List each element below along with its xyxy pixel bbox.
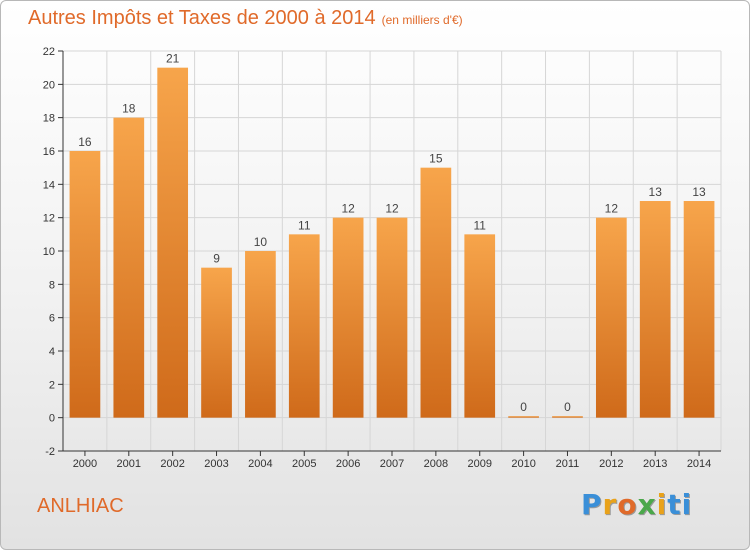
x-tick-label-2011: 2011 — [556, 458, 580, 470]
chart-title: Autres Impôts et Taxes de 2000 à 2014 (en… — [28, 7, 463, 30]
x-tick-label-2013: 2013 — [643, 458, 667, 470]
axes — [58, 50, 721, 456]
value-label-2011: 0 — [564, 400, 571, 414]
value-label-2000: 16 — [78, 135, 92, 149]
logo-letter-6: ti — [667, 488, 693, 521]
x-tick-label-2012: 2012 — [599, 458, 623, 470]
y-tick-label: 4 — [49, 346, 55, 358]
bar-2011 — [552, 416, 583, 418]
bar-2012 — [595, 217, 627, 418]
chart-title-text: Autres Impôts et Taxes de 2000 à 2014 — [28, 7, 376, 29]
x-tick-label-2007: 2007 — [380, 458, 404, 470]
bar-2007 — [376, 217, 408, 418]
value-label-2008: 15 — [429, 152, 443, 166]
y-tick-label: 16 — [43, 146, 55, 158]
value-label-2014: 13 — [692, 185, 706, 199]
y-tick-label: 20 — [43, 79, 55, 91]
bar-2009 — [464, 234, 496, 418]
bar-2010 — [508, 416, 539, 418]
y-tick-label: 8 — [49, 279, 55, 291]
y-tick-label: 18 — [43, 113, 55, 125]
value-label-2007: 12 — [385, 202, 399, 216]
value-label-2009: 11 — [473, 218, 486, 232]
value-label-2001: 18 — [122, 102, 136, 116]
x-tick-label-2010: 2010 — [511, 458, 535, 470]
value-label-2012: 12 — [605, 202, 619, 216]
y-tick-label: 10 — [43, 246, 55, 258]
value-label-2005: 11 — [298, 218, 311, 232]
x-tick-label-2014: 2014 — [687, 458, 711, 470]
value-label-2013: 13 — [649, 185, 663, 199]
proxiti-logo: Proxiti — [581, 488, 692, 521]
x-tick-label-2005: 2005 — [292, 458, 316, 470]
bar-2002 — [157, 67, 189, 418]
x-tick-label-2008: 2008 — [424, 458, 448, 470]
value-label-2006: 12 — [341, 202, 355, 216]
logo-letter-5: i — [656, 488, 668, 521]
bar-2006 — [332, 217, 364, 418]
bar-2014 — [683, 201, 715, 418]
bar-2003 — [201, 267, 232, 418]
x-tick-label-2000: 2000 — [73, 458, 97, 470]
value-label-2010: 0 — [520, 400, 527, 414]
value-label-2003: 9 — [213, 252, 220, 266]
x-tick-label-2006: 2006 — [336, 458, 360, 470]
y-tick-label: 12 — [43, 213, 55, 225]
x-tick-label-2004: 2004 — [248, 458, 272, 470]
x-tick-label-2001: 2001 — [117, 458, 141, 470]
bar-2001 — [113, 117, 145, 418]
bar-2013 — [639, 201, 671, 418]
y-tick-label: 14 — [43, 179, 55, 191]
x-tick-label-2003: 2003 — [204, 458, 228, 470]
bar-2000 — [69, 151, 101, 418]
value-label-2002: 21 — [166, 52, 180, 66]
y-tick-label: 22 — [43, 46, 55, 58]
logo-letter-2: r — [602, 488, 618, 521]
bar-2005 — [288, 234, 320, 418]
logo-letter-3: o — [617, 488, 638, 521]
bar-2008 — [420, 167, 452, 418]
logo-letter-4: x — [637, 488, 657, 521]
y-tick-label: 6 — [49, 313, 55, 325]
y-tick-label: 0 — [49, 413, 55, 425]
y-tick-label: 2 — [49, 379, 55, 391]
y-tick-label: -2 — [45, 446, 55, 458]
x-tick-label-2002: 2002 — [160, 458, 184, 470]
bars — [69, 67, 715, 418]
x-tick-label-2009: 2009 — [467, 458, 491, 470]
logo-letter-1: P — [581, 488, 603, 521]
value-label-2004: 10 — [254, 235, 268, 249]
labels: -2 0 2 4 6 8 10 12 14 16 18 20 22 16 2000 18 2001 21 2002 9… — [43, 46, 712, 470]
bar-2004 — [245, 251, 276, 418]
commune-name: ANLHIAC — [37, 495, 124, 517]
chart-unit: (en milliers d'€) — [381, 13, 463, 27]
